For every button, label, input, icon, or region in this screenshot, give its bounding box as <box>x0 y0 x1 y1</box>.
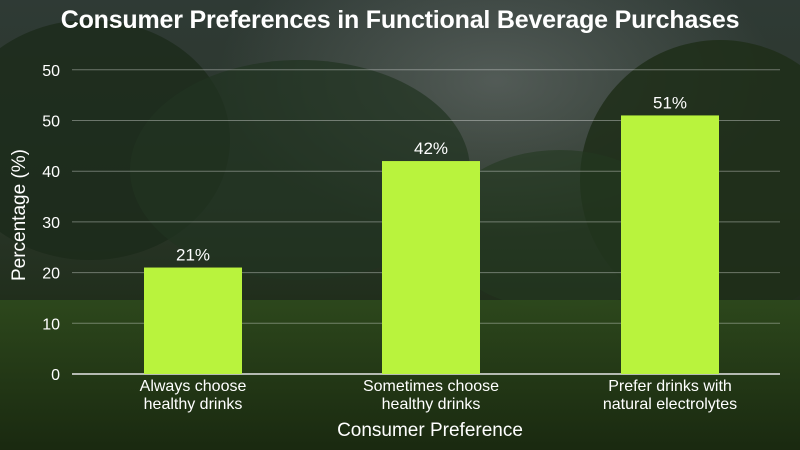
value-label-1: 21% <box>176 246 210 265</box>
y-tick-label: 30 <box>42 215 60 232</box>
bar-2 <box>382 161 480 374</box>
category-label-3-line-1: Prefer drinks with <box>608 378 732 395</box>
category-label-2: Sometimes choose healthy drinks <box>331 378 531 414</box>
category-label-1-line-2: healthy drinks <box>143 396 243 413</box>
y-axis-label: Percentage (%) <box>9 149 30 282</box>
value-label-3: 51% <box>653 93 687 112</box>
category-label-2-line-1: Sometimes choose <box>362 378 500 395</box>
y-tick-label: 20 <box>42 266 60 283</box>
chart-title: Consumer Preferences in Functional Bever… <box>60 6 740 34</box>
y-tick-label: 50 <box>42 114 60 131</box>
bars <box>144 115 719 375</box>
bar-1 <box>144 267 242 374</box>
value-label-2: 42% <box>414 139 448 158</box>
y-tick-label: 40 <box>42 164 60 181</box>
value-labels: 21% 42% 51% <box>176 93 687 264</box>
y-tick-label: 0 <box>51 367 60 384</box>
y-tick-label: 50 <box>42 63 60 80</box>
category-label-2-line-2: healthy drinks <box>381 396 481 413</box>
y-tick-label: 10 <box>42 316 60 333</box>
x-axis-label: Consumer Preference <box>337 420 523 441</box>
category-label-1: Always choose healthy drinks <box>93 378 293 414</box>
category-label-3: Prefer drinks with natural electrolytes <box>570 378 770 414</box>
category-label-1-line-1: Always choose <box>139 378 247 395</box>
bar-3 <box>621 115 719 375</box>
y-axis-ticks: 0 10 20 30 40 50 50 <box>42 63 60 384</box>
category-label-3-line-2: natural electrolytes <box>602 396 738 413</box>
